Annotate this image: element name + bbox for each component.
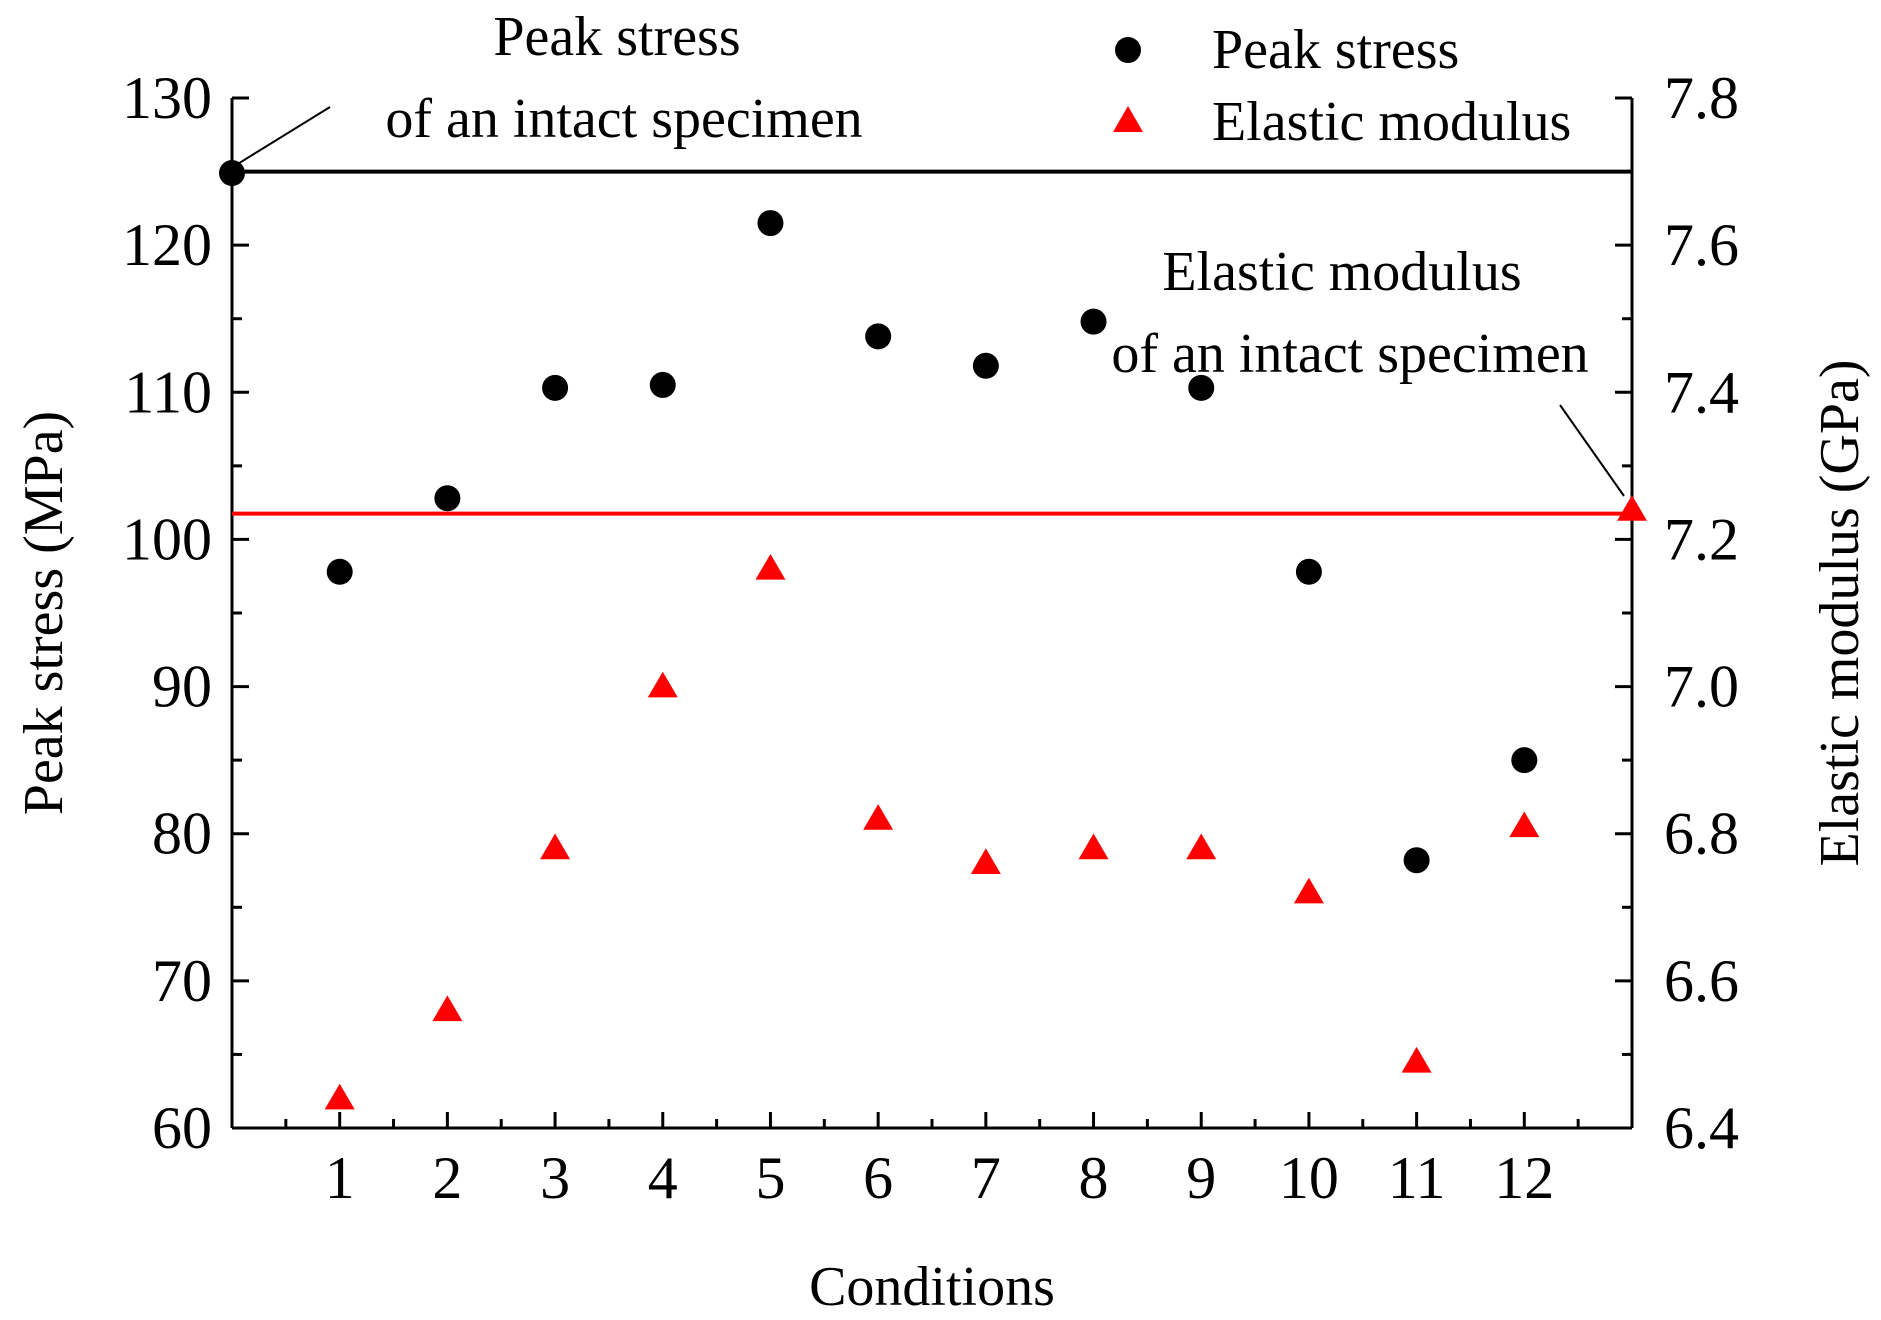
series-layer [219, 160, 1647, 1110]
x-tick-label: 1 [325, 1145, 355, 1211]
y-right-tick-label: 7.4 [1664, 359, 1739, 425]
x-tick-label: 5 [755, 1145, 785, 1211]
legend-layer: Peak stress Elastic modulus [1113, 19, 1571, 153]
legend-label-elastic-modulus: Elastic modulus [1212, 91, 1571, 153]
y-right-tick-label: 6.6 [1664, 948, 1739, 1014]
legend-marker-peak-stress [1115, 37, 1141, 63]
y-left-tick-label: 80 [152, 801, 212, 867]
annotation-elastic-modulus-line-2: of an intact specimen [1111, 323, 1588, 385]
legend-label-peak-stress: Peak stress [1212, 19, 1459, 81]
elastic-modulus-point [970, 848, 1001, 874]
peak-stress-point [1080, 308, 1107, 335]
annotations-layer: Peak stress of an intact specimen Elastic … [235, 6, 1625, 497]
x-tick-label: 2 [432, 1145, 462, 1211]
y-right-tick-label: 6.4 [1664, 1095, 1739, 1161]
x-tick-label: 11 [1388, 1145, 1446, 1211]
x-tick-label: 10 [1279, 1145, 1339, 1211]
reference-lines-layer [232, 169, 1632, 516]
peak-stress-point [972, 352, 999, 379]
x-axis-title: Conditions [809, 1256, 1055, 1318]
peak-stress-point [1295, 558, 1322, 585]
x-tick-label: 6 [863, 1145, 893, 1211]
x-tick-label: 3 [540, 1145, 570, 1211]
y-left-tick-label: 60 [152, 1095, 212, 1161]
peak-stress-point [542, 374, 569, 401]
peak-stress-point [1511, 747, 1538, 774]
elastic-modulus-point [1078, 833, 1109, 860]
y-left-tick-label: 120 [122, 212, 212, 278]
x-tick-label: 8 [1079, 1145, 1109, 1211]
peak-stress-point [434, 485, 461, 512]
y-left-axis-title: Peak stress (MPa) [13, 411, 75, 815]
x-tick-label: 9 [1186, 1145, 1216, 1211]
annotation-peak-stress-line-2: of an intact specimen [385, 88, 862, 150]
annotation-elastic-modulus-line-1: Elastic modulus [1162, 241, 1521, 303]
annotation-peak-stress-line-1: Peak stress [493, 6, 740, 68]
elastic-modulus-point [863, 804, 894, 830]
y-left-tick-label: 70 [152, 948, 212, 1014]
elastic-modulus-point [1401, 1046, 1432, 1073]
y-left-tick-label: 90 [152, 654, 212, 720]
elastic-modulus-point [540, 833, 571, 860]
y-right-tick-label: 7.8 [1664, 65, 1739, 131]
peak-stress-point [1188, 374, 1215, 401]
x-tick-label: 12 [1494, 1145, 1554, 1211]
elastic-modulus-point [1186, 833, 1217, 860]
elastic-modulus-point [755, 553, 786, 580]
elastic-modulus-point [324, 1083, 355, 1110]
y-left-tick-label: 110 [124, 359, 212, 425]
y-left-tick-label: 100 [122, 506, 212, 572]
peak-stress-point [326, 558, 353, 585]
elastic-modulus-point [1509, 811, 1540, 838]
x-tick-label: 4 [648, 1145, 678, 1211]
y-right-tick-label: 6.8 [1664, 801, 1739, 867]
elastic-modulus-point [432, 995, 463, 1022]
peak-stress-point [1403, 847, 1430, 874]
annotation-peak-stress-leader [235, 106, 331, 166]
y-right-axis-title: Elastic modulus (GPa) [1809, 359, 1871, 866]
peak-stress-point [219, 160, 245, 187]
y-left-tick-label: 130 [122, 65, 212, 131]
y-right-tick-label: 7.2 [1664, 506, 1739, 572]
y-right-tick-label: 7.6 [1664, 212, 1739, 278]
peak-stress-point [757, 210, 784, 237]
annotation-elastic-modulus-leader [1559, 404, 1625, 497]
elastic-modulus-point [1293, 877, 1324, 904]
legend-marker-elastic-modulus [1113, 106, 1143, 132]
elastic-modulus-point [1617, 495, 1647, 521]
x-tick-label: 7 [971, 1145, 1001, 1211]
peak-stress-point [649, 371, 676, 398]
peak-stress-point [865, 323, 892, 350]
axes-layer: 1 2 3 4 5 6 7 8 9 10 11 12607080901001101201306.46.… [13, 65, 1871, 1318]
elastic-modulus-point [647, 671, 678, 698]
y-right-tick-label: 7.0 [1664, 654, 1739, 720]
